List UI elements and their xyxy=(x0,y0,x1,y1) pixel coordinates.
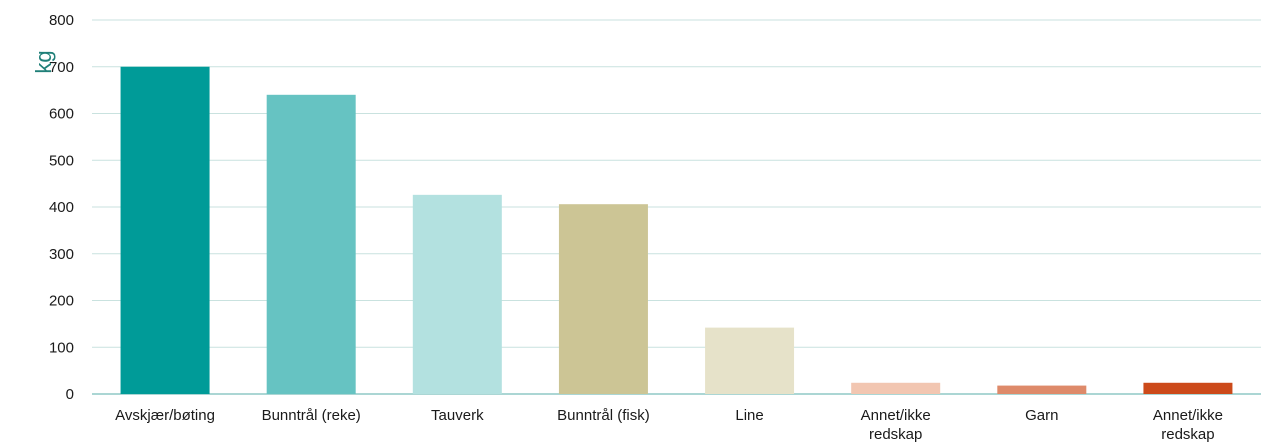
x-tick-label: Bunntrål (fisk) xyxy=(557,407,650,424)
bar xyxy=(851,382,941,394)
y-tick-label: 500 xyxy=(49,152,74,169)
x-tick-label: Annet/ikke redskap xyxy=(1153,407,1223,443)
y-tick-label: 200 xyxy=(49,293,74,310)
y-tick-label: 700 xyxy=(49,59,74,76)
x-tick-label: Annet/ikke redskap xyxy=(861,407,931,443)
x-axis-labels: Avskjær/bøting Bunntrål (reke) Tauverk Bunn… xyxy=(115,407,1223,443)
bar xyxy=(558,204,648,394)
y-tick-label: 400 xyxy=(49,199,74,216)
x-tick-label: Avskjær/bøting xyxy=(115,407,215,424)
y-tick-label: 0 xyxy=(66,386,74,403)
bar xyxy=(266,94,356,395)
bar xyxy=(412,194,502,394)
x-tick-label: Line xyxy=(735,407,763,424)
y-axis-title: kg xyxy=(31,50,56,73)
y-tick-label: 300 xyxy=(49,246,74,263)
y-tick-label: 100 xyxy=(49,339,74,356)
y-tick-label: 800 xyxy=(49,12,74,29)
bars xyxy=(120,66,1233,395)
bar xyxy=(120,66,210,394)
bar xyxy=(1143,382,1233,394)
bar xyxy=(997,385,1087,394)
x-tick-label: Tauverk xyxy=(431,407,484,424)
x-tick-label: Garn xyxy=(1025,407,1058,424)
x-tick-label: Bunntrål (reke) xyxy=(262,407,361,424)
y-tick-label: 600 xyxy=(49,106,74,123)
bar xyxy=(705,327,795,394)
y-axis-ticks: 0 100 200 300 400 500 600 700 800 xyxy=(49,12,74,403)
